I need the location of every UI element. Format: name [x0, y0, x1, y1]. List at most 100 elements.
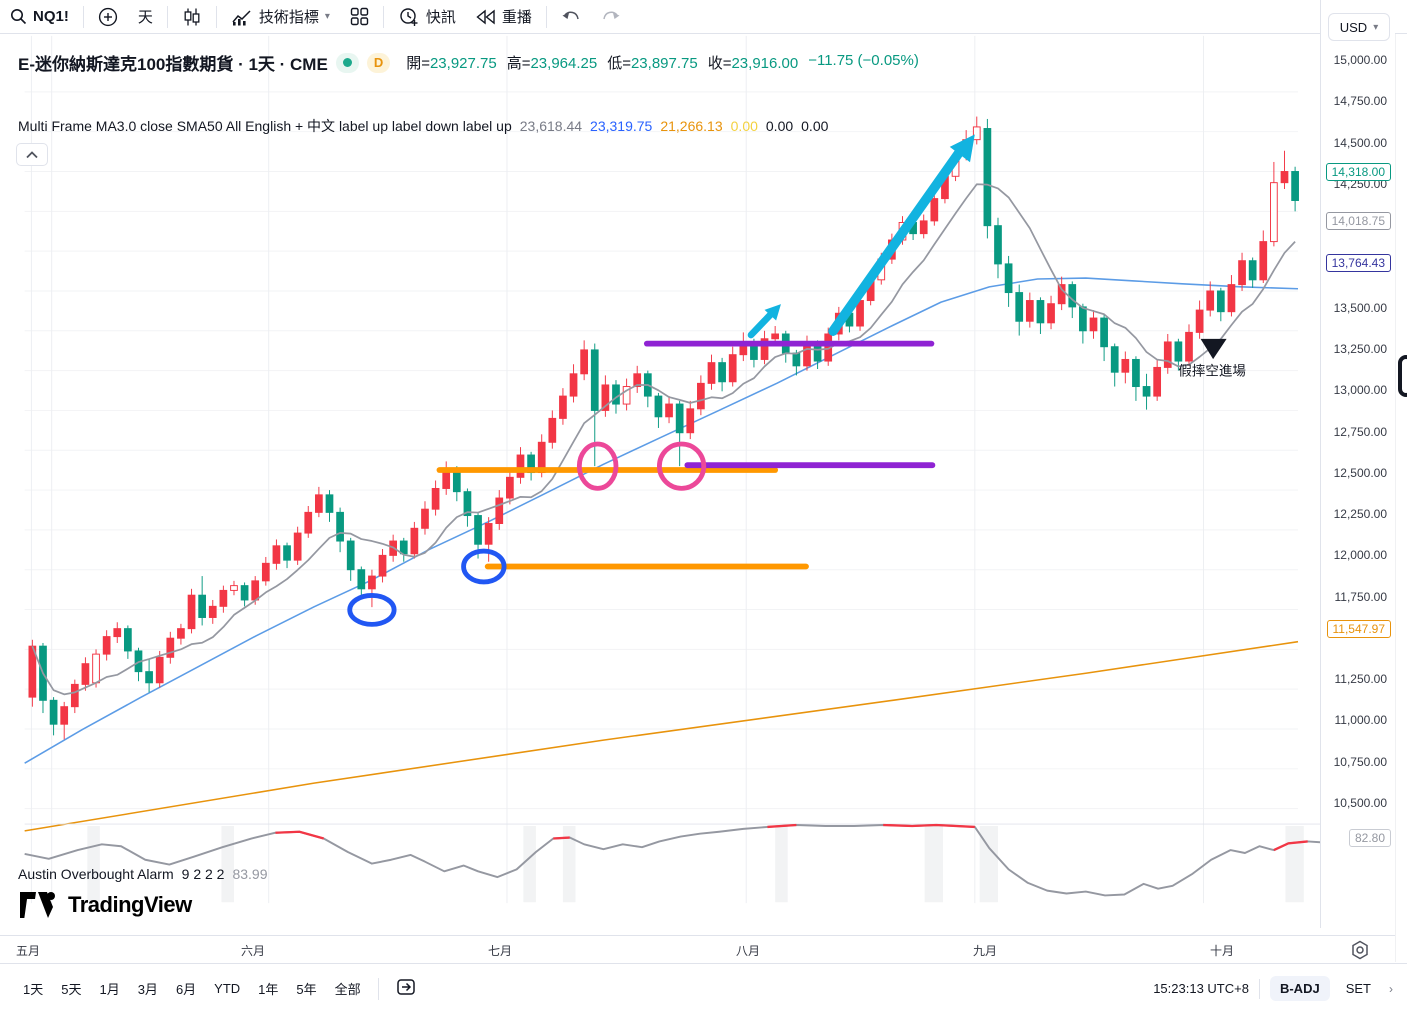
range-button-1月[interactable]: 1月 [99, 982, 120, 997]
candle-body[interactable] [718, 362, 726, 383]
range-button-3月[interactable]: 3月 [137, 982, 158, 997]
candle-body[interactable] [622, 386, 631, 405]
candle-body[interactable] [102, 636, 111, 655]
candle-body[interactable] [124, 628, 132, 652]
candle-body[interactable] [399, 540, 408, 555]
candle-body[interactable] [49, 699, 58, 725]
candle-body[interactable] [1015, 292, 1024, 322]
candle-body[interactable] [474, 515, 482, 545]
candle-body[interactable] [919, 220, 928, 235]
drawn-arrow-shaft[interactable] [828, 145, 966, 336]
candle-body[interactable] [1004, 263, 1013, 294]
candle-body[interactable] [219, 589, 228, 607]
candle-body[interactable] [612, 384, 620, 405]
chevron-right-icon[interactable]: › [1389, 981, 1393, 996]
candle-body[interactable] [1121, 358, 1130, 373]
watchlist-toggle-handle[interactable] [1398, 355, 1407, 397]
candle-body[interactable] [484, 523, 493, 545]
drawn-arrow-head[interactable] [764, 304, 781, 321]
candle-body[interactable] [633, 373, 642, 388]
candle-body[interactable] [325, 494, 334, 513]
indicators-button[interactable]: 技術指標 ▾ [221, 0, 340, 34]
candle-body[interactable] [336, 511, 344, 542]
candle-body[interactable] [378, 554, 387, 577]
candle-body[interactable] [1195, 309, 1204, 333]
market-status-badge[interactable] [335, 52, 359, 73]
candle-body[interactable] [792, 352, 801, 367]
short-entry-triangle-icon[interactable] [1200, 338, 1227, 360]
candle-body[interactable] [1068, 284, 1077, 308]
range-button-6月[interactable]: 6月 [175, 982, 197, 997]
chart-pane[interactable]: 假摔空進場 E-迷你納斯達克100指數期貨 · 1天 · CME D 開=23,… [0, 34, 1395, 962]
candle-body[interactable] [251, 580, 260, 601]
candle-body[interactable] [410, 527, 419, 555]
symbol-title[interactable]: E-迷你納斯達克100指數期貨 · 1天 · CME [18, 55, 328, 74]
drawn-circle[interactable] [656, 441, 707, 491]
drawn-circle[interactable] [461, 548, 507, 585]
candle-body[interactable] [760, 338, 769, 360]
candle-body[interactable] [548, 417, 557, 443]
candle-body[interactable] [177, 628, 185, 639]
time-axis-month[interactable]: 五月 [15, 944, 41, 958]
candle-body[interactable] [1047, 303, 1055, 324]
candle-body[interactable] [357, 569, 366, 590]
candle-body[interactable] [983, 128, 992, 227]
indicator-header-row[interactable]: Multi Frame MA3.0 close SMA50 All Englis… [18, 116, 828, 136]
candle-body[interactable] [1280, 171, 1289, 184]
candle-body[interactable] [198, 594, 207, 618]
candle-body[interactable] [972, 126, 981, 141]
time-axis[interactable]: 五月 六月 七月 八月 九月 十月 [0, 935, 1395, 962]
candle-body[interactable] [930, 198, 939, 222]
chart-style-button[interactable] [172, 0, 212, 34]
candle-body[interactable] [1036, 300, 1045, 324]
candle-body[interactable] [1089, 317, 1098, 332]
candle-body[interactable] [315, 494, 323, 513]
candle-body[interactable] [771, 333, 780, 340]
candle-body[interactable] [1206, 290, 1215, 311]
range-button-1天[interactable]: 1天 [23, 982, 44, 997]
candle-body[interactable] [187, 594, 196, 630]
candle-body[interactable] [516, 454, 525, 478]
candle-body[interactable] [261, 562, 270, 582]
candle-body[interactable] [590, 349, 599, 411]
compare-add-button[interactable] [88, 0, 128, 34]
candle-body[interactable] [1227, 284, 1236, 313]
candle-body[interactable] [569, 373, 578, 397]
go-to-date-button[interactable] [387, 973, 425, 1004]
candle-body[interactable] [304, 511, 313, 534]
candle-body[interactable] [1153, 366, 1162, 397]
candle-body[interactable] [283, 545, 291, 561]
candle-body[interactable] [1057, 284, 1066, 305]
candle-body[interactable] [293, 532, 302, 561]
candle-body[interactable] [580, 349, 589, 375]
candle-body[interactable] [1174, 341, 1183, 362]
adjust-data-button[interactable]: B-ADJ [1269, 976, 1330, 1001]
candle-body[interactable] [686, 408, 695, 434]
candle-body[interactable] [463, 491, 472, 517]
candle-body[interactable] [145, 671, 153, 684]
price-axis[interactable]: 15,000.00 14,750.00 14,500.00 14,250.00 13,5… [1320, 0, 1395, 928]
candle-body[interactable] [559, 395, 567, 419]
candle-body[interactable] [431, 487, 440, 510]
drawn-circle[interactable] [347, 593, 397, 627]
range-button-1年[interactable]: 1年 [258, 982, 279, 997]
candle-body[interactable] [1248, 260, 1257, 281]
replay-button[interactable]: 重播 [466, 0, 542, 34]
candle-body[interactable] [1216, 290, 1225, 313]
range-button-全部[interactable]: 全部 [334, 982, 361, 997]
candle-body[interactable] [1025, 300, 1034, 322]
drawn-arrow-head[interactable] [949, 134, 975, 163]
candle-body[interactable] [1079, 306, 1087, 332]
candle-body[interactable] [272, 545, 281, 564]
undo-button[interactable] [551, 0, 591, 34]
candle-body[interactable] [1132, 358, 1140, 388]
time-axis-month[interactable]: 八月 [735, 944, 761, 958]
short-entry-label[interactable]: 假摔空進場 [1178, 362, 1246, 378]
candle-body[interactable] [230, 585, 238, 591]
time-axis-month[interactable]: 七月 [487, 944, 513, 958]
tradingview-logo[interactable]: TradingView [20, 892, 192, 918]
candle-body[interactable] [70, 683, 79, 708]
oscillator-legend[interactable]: Austin Overbought Alarm 9 2 2 2 83.99 [18, 866, 268, 882]
redo-button[interactable] [591, 0, 631, 34]
interval-button[interactable]: 天 [128, 0, 163, 34]
